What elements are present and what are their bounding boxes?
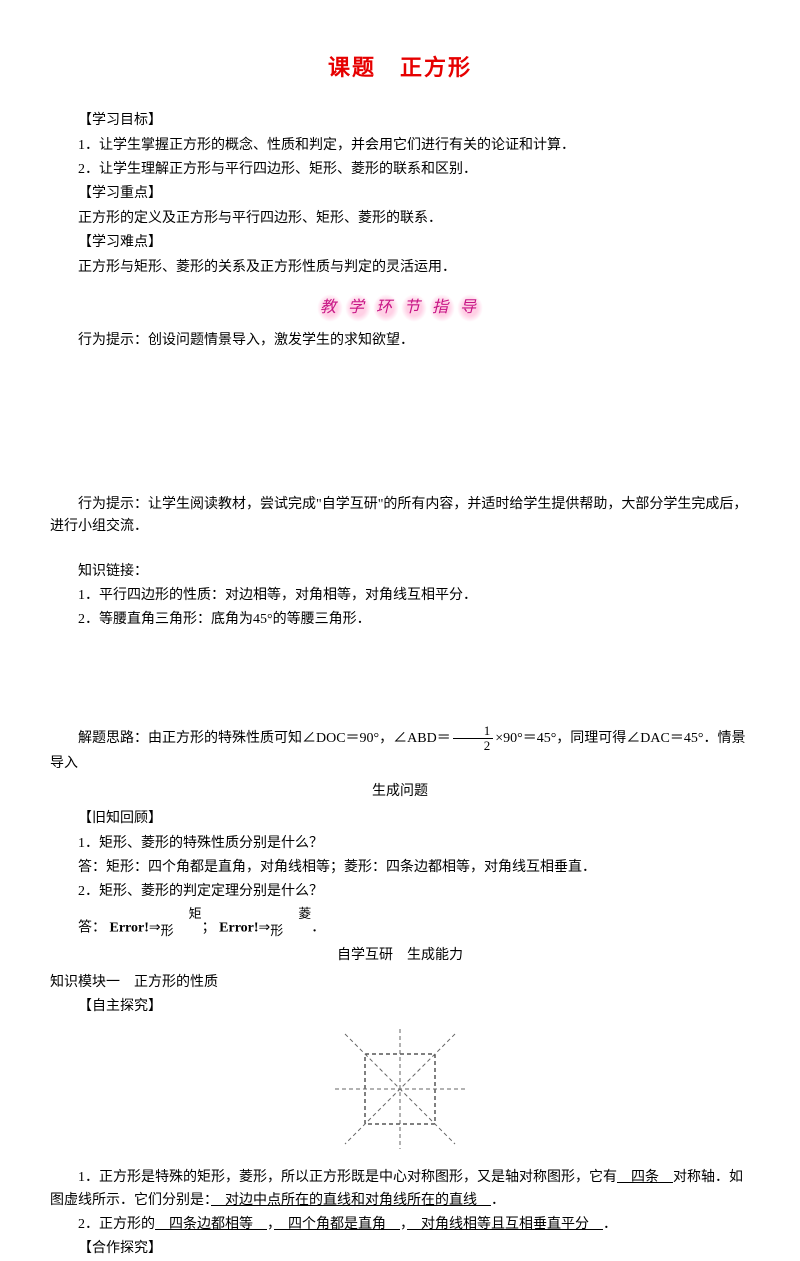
focus-label: 【学习重点】 (50, 183, 750, 205)
item2-suffix: ． (603, 1217, 617, 1232)
page-title: 课题 正方形 (50, 50, 750, 85)
item2-sep1: ， (267, 1217, 274, 1232)
dot: ． (311, 920, 325, 935)
answer-prefix: 答： (78, 920, 106, 935)
behavior-tip-2: 行为提示：让学生阅读教材，尝试完成"自学互研"的所有内容，并适时给学生提供帮助，… (50, 494, 750, 539)
fraction-numerator: 1 (453, 724, 494, 739)
error-text: Error! (110, 920, 149, 935)
behavior-tip-1: 行为提示：创设问题情景导入，激发学生的求知欲望． (50, 330, 750, 352)
item1-prefix: 1．正方形是特殊的矩形，菱形，所以正方形既是中心对称图形，又是轴对称图形，它有 (78, 1170, 617, 1185)
review-q2: 2．矩形、菱形的判定定理分别是什么？ (50, 881, 750, 903)
self-explore-label: 【自主探究】 (50, 996, 750, 1018)
item2-ans3: 对角线相等且互相垂直平分 (407, 1217, 603, 1232)
difficulty-label: 【学习难点】 (50, 232, 750, 254)
char-ling: 菱 (298, 906, 311, 921)
banner-char: 指 (429, 294, 455, 322)
stacked-chars: 菱形 (270, 906, 311, 940)
item-1-text: 1．正方形是特殊的矩形，菱形，所以正方形既是中心对称图形，又是轴对称图形，它有 … (50, 1167, 750, 1212)
item1-suffix: ． (491, 1193, 505, 1208)
sep: ； (202, 920, 216, 935)
section-zixue: 自学互研 生成能力 (50, 945, 750, 967)
char-xing: 形 (161, 923, 174, 938)
review-a1: 答：矩形：四个角都是直角，对角线相等；菱形：四条边都相等，对角线互相垂直． (50, 857, 750, 879)
banner-char: 导 (457, 294, 483, 322)
banner-char: 环 (373, 294, 399, 322)
banner-container: 教学环节指导 (50, 294, 750, 322)
section-banner: 教学环节指导 (316, 294, 484, 322)
review-q1: 1．矩形、菱形的特殊性质分别是什么？ (50, 833, 750, 855)
char-ju: 矩 (189, 906, 202, 921)
objectives-label: 【学习目标】 (50, 110, 750, 132)
coop-label: 【合作探究】 (50, 1238, 750, 1260)
item2-prefix: 2．正方形的 (78, 1217, 155, 1232)
item2-sep2: ， (400, 1217, 407, 1232)
solution-prefix: 解题思路：由正方形的特殊性质可知∠DOC＝90°，∠ABD＝ (78, 731, 451, 746)
square-diagram (50, 1029, 750, 1157)
objectives-item-2: 2．让学生理解正方形与平行四边形、矩形、菱形的联系和区别． (50, 159, 750, 181)
section-shengcheng: 生成问题 (50, 781, 750, 803)
review-label: 【旧知回顾】 (50, 808, 750, 830)
error-text: Error! (219, 920, 258, 935)
links-item-2: 2．等腰直角三角形：底角为45°的等腰三角形． (50, 609, 750, 631)
links-item-1: 1．平行四边形的性质：对边相等，对角相等，对角线互相平分． (50, 585, 750, 607)
fraction-denominator: 2 (453, 739, 494, 753)
fraction: 12 (453, 724, 494, 754)
banner-char: 学 (345, 294, 371, 322)
item1-ans2: 对边中点所在的直线和对角线所在的直线 (211, 1193, 491, 1208)
module-1-title: 知识模块一 正方形的性质 (50, 972, 750, 994)
item2-ans2: 四个角都是直角 (274, 1217, 400, 1232)
item-2-text: 2．正方形的 四条边都相等 ， 四个角都是直角 ， 对角线相等且互相垂直平分 ． (50, 1214, 750, 1236)
focus-text: 正方形的定义及正方形与平行四边形、矩形、菱形的联系． (50, 208, 750, 230)
item2-ans1: 四条边都相等 (155, 1217, 267, 1232)
review-a2: 答： Error!⇒矩形； Error!⇒菱形． (50, 906, 750, 940)
char-xing: 形 (270, 923, 283, 938)
banner-char: 教 (317, 294, 343, 322)
item1-ans1: 四条 (617, 1170, 673, 1185)
difficulty-text: 正方形与矩形、菱形的关系及正方形性质与判定的灵活运用． (50, 257, 750, 279)
banner-char: 节 (401, 294, 427, 322)
solution-line: 解题思路：由正方形的特殊性质可知∠DOC＝90°，∠ABD＝12×90°＝45°… (50, 724, 750, 776)
square-svg (330, 1029, 470, 1149)
links-label: 知识链接： (50, 561, 750, 583)
objectives-item-1: 1．让学生掌握正方形的概念、性质和判定，并会用它们进行有关的论证和计算． (50, 135, 750, 157)
stacked-chars: 矩形 (161, 906, 202, 940)
